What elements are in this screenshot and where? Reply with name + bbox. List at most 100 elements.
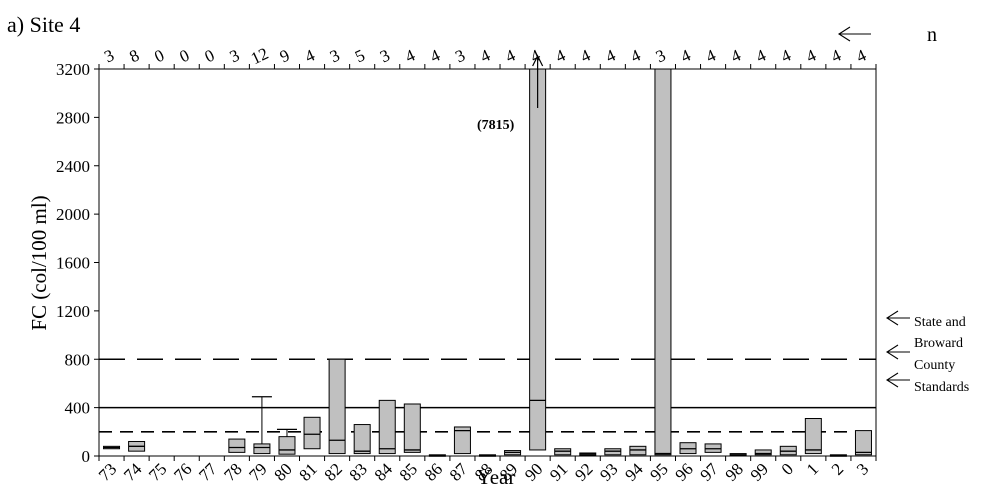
x-tick-label: 98 bbox=[722, 459, 747, 484]
n-count-label: 4 bbox=[753, 45, 769, 66]
y-tick-label: 1200 bbox=[56, 302, 90, 321]
standards-label-line-3: County bbox=[914, 358, 955, 373]
box-3 bbox=[854, 430, 872, 456]
n-count-label: 4 bbox=[703, 45, 719, 66]
x-tick-label: 1 bbox=[803, 459, 822, 478]
box-90 bbox=[529, 68, 547, 451]
x-tick-label: 80 bbox=[270, 459, 295, 484]
x-tick-label: 94 bbox=[621, 459, 647, 485]
box-80 bbox=[278, 436, 296, 455]
box-82 bbox=[328, 358, 346, 455]
n-count-label: 8 bbox=[126, 46, 142, 67]
box-1 bbox=[804, 418, 822, 455]
standards-label-line-2: Broward bbox=[914, 336, 963, 351]
y-tick-label: 1600 bbox=[56, 254, 90, 273]
box-81 bbox=[303, 416, 321, 450]
n-count-label: 0 bbox=[202, 46, 218, 67]
n-count-label: 4 bbox=[502, 45, 518, 66]
y-tick-label: 2400 bbox=[56, 157, 90, 176]
box-84 bbox=[378, 399, 396, 455]
x-tick-label: 77 bbox=[195, 459, 221, 485]
n-count-label: 4 bbox=[628, 45, 644, 66]
panel-label: a) Site 4 bbox=[7, 12, 80, 37]
n-count-label: 0 bbox=[151, 46, 167, 67]
n-count-label: 3 bbox=[377, 46, 393, 67]
reference-lines bbox=[99, 358, 876, 433]
n-count-label: 4 bbox=[828, 45, 844, 66]
x-tick-label: 87 bbox=[446, 459, 472, 485]
boxes bbox=[103, 68, 872, 457]
n-count-label: 4 bbox=[678, 45, 694, 66]
box-95 bbox=[654, 68, 672, 456]
annotation-arrows bbox=[532, 26, 910, 388]
n-arrow-icon-head bbox=[837, 26, 851, 42]
n-count-label: 3 bbox=[452, 46, 468, 67]
x-tick-label: 92 bbox=[571, 459, 596, 484]
n-count-label: 12 bbox=[248, 44, 271, 68]
x-tick-label: 90 bbox=[521, 459, 546, 484]
x-tick-label: 79 bbox=[245, 459, 270, 484]
box-87 bbox=[453, 426, 471, 455]
standards-label-line-1: State and bbox=[914, 315, 966, 330]
standards-arrow-400-icon-head bbox=[885, 344, 899, 360]
n-count-label: 3 bbox=[227, 46, 243, 67]
x-tick-label: 78 bbox=[220, 459, 245, 484]
x-tick-label: 96 bbox=[671, 459, 696, 484]
chart-text: a) Site 4 n FC (col/100 ml) Year (7815) … bbox=[7, 12, 969, 489]
standards-label-line-4: Standards bbox=[914, 380, 969, 395]
n-count-label: 4 bbox=[427, 45, 443, 66]
x-tick-label: 84 bbox=[371, 459, 397, 485]
x-tick-label: 83 bbox=[346, 459, 371, 484]
n-count-label: 4 bbox=[778, 45, 794, 66]
standards-arrow-800-icon-head bbox=[885, 310, 899, 326]
n-count-label: 4 bbox=[853, 45, 869, 66]
x-tick-label: 95 bbox=[646, 459, 671, 484]
standards-arrow-800-icon bbox=[885, 310, 910, 326]
n-count-label: 3 bbox=[327, 46, 343, 67]
x-tick-label: 91 bbox=[546, 459, 571, 484]
y-tick-label: 400 bbox=[65, 399, 91, 418]
box-83 bbox=[353, 424, 371, 455]
x-tick-label: 74 bbox=[120, 459, 146, 485]
axes: 0400800120016002000240028003200733748750… bbox=[56, 44, 877, 485]
n-arrow-icon bbox=[837, 26, 871, 42]
n-count-label: 0 bbox=[177, 46, 193, 67]
n-count-label: 4 bbox=[553, 45, 569, 66]
n-count-label: 4 bbox=[578, 45, 594, 66]
n-count-label: 4 bbox=[402, 45, 418, 66]
y-tick-label: 2800 bbox=[56, 108, 90, 127]
x-tick-label: 81 bbox=[295, 459, 320, 484]
x-tick-label: 75 bbox=[145, 459, 170, 484]
x-tick-label: 76 bbox=[170, 459, 195, 484]
x-tick-label: 82 bbox=[320, 459, 345, 484]
outlier-arrow-head bbox=[532, 54, 544, 67]
x-tick-label: 3 bbox=[853, 459, 872, 478]
x-tick-label: 97 bbox=[696, 459, 722, 485]
n-count-label: 4 bbox=[477, 45, 493, 66]
y-axis-label: FC (col/100 ml) bbox=[27, 195, 51, 330]
x-tick-label: 2 bbox=[828, 459, 847, 478]
n-count-label: 4 bbox=[302, 45, 318, 66]
box-85 bbox=[403, 403, 421, 453]
n-count-label: 4 bbox=[603, 45, 619, 66]
standards-arrow-200-icon-head bbox=[885, 372, 899, 388]
x-tick-label: 73 bbox=[95, 459, 120, 484]
box-99 bbox=[754, 449, 772, 456]
n-label: n bbox=[927, 24, 937, 46]
x-tick-label: 86 bbox=[421, 459, 446, 484]
x-tick-label: 93 bbox=[596, 459, 621, 484]
n-count-label: 4 bbox=[803, 45, 819, 66]
outlier-label: (7815) bbox=[477, 118, 515, 133]
y-tick-label: 0 bbox=[82, 447, 91, 466]
y-tick-label: 3200 bbox=[56, 60, 90, 79]
standards-arrow-200-icon bbox=[885, 372, 910, 388]
n-count-label: 3 bbox=[101, 46, 117, 67]
y-tick-label: 2000 bbox=[56, 205, 90, 224]
n-count-label: 5 bbox=[352, 46, 368, 67]
box-79 bbox=[253, 443, 271, 455]
x-tick-label: 99 bbox=[747, 459, 772, 484]
n-count-label: 3 bbox=[653, 46, 669, 67]
n-count-label: 4 bbox=[728, 45, 744, 66]
box-78 bbox=[228, 438, 246, 453]
